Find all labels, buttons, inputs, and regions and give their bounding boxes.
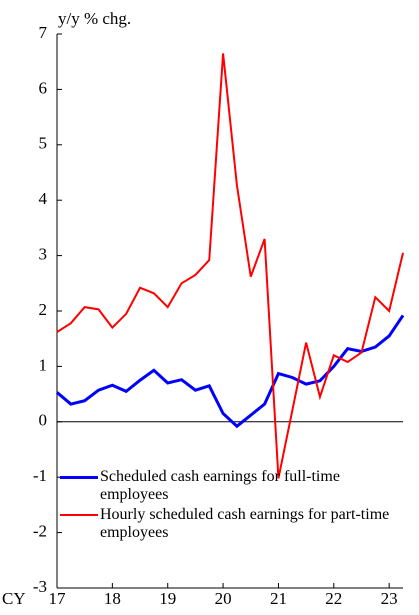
x-tick-label: 20	[215, 589, 232, 608]
x-tick-label: 21	[270, 589, 287, 608]
y-tick-label: 2	[39, 300, 48, 319]
x-axis-label: CY	[2, 589, 26, 608]
x-tick-label: 19	[159, 589, 176, 608]
legend-swatch	[60, 514, 98, 516]
legend-label: Hourly scheduled cash earnings for part-…	[100, 506, 390, 541]
y-tick-label: 5	[39, 134, 48, 153]
legend: Scheduled cash earnings for full-time em…	[60, 468, 405, 544]
legend-swatch	[60, 476, 98, 479]
y-tick-label: 6	[39, 78, 48, 97]
x-tick-label: 22	[325, 589, 342, 608]
x-tick-label: 18	[104, 589, 121, 608]
series-line	[56, 53, 404, 479]
y-tick-label: 4	[39, 189, 48, 208]
y-tick-label: 0	[39, 411, 48, 430]
y-tick-label: -1	[33, 466, 47, 485]
y-tick-label: 1	[39, 355, 48, 374]
y-axis-label: y/y % chg.	[58, 9, 131, 28]
y-tick-label: 3	[39, 245, 48, 264]
legend-label: Scheduled cash earnings for full-time em…	[100, 468, 340, 503]
x-tick-label: 17	[49, 589, 67, 608]
x-tick-label: 23	[381, 589, 398, 608]
legend-item: Scheduled cash earnings for full-time em…	[60, 468, 405, 504]
y-tick-label: 7	[39, 23, 48, 42]
series-line	[56, 314, 405, 429]
y-tick-label: -2	[33, 522, 47, 541]
y-tick-label: -3	[33, 577, 47, 596]
legend-item: Hourly scheduled cash earnings for part-…	[60, 506, 405, 542]
